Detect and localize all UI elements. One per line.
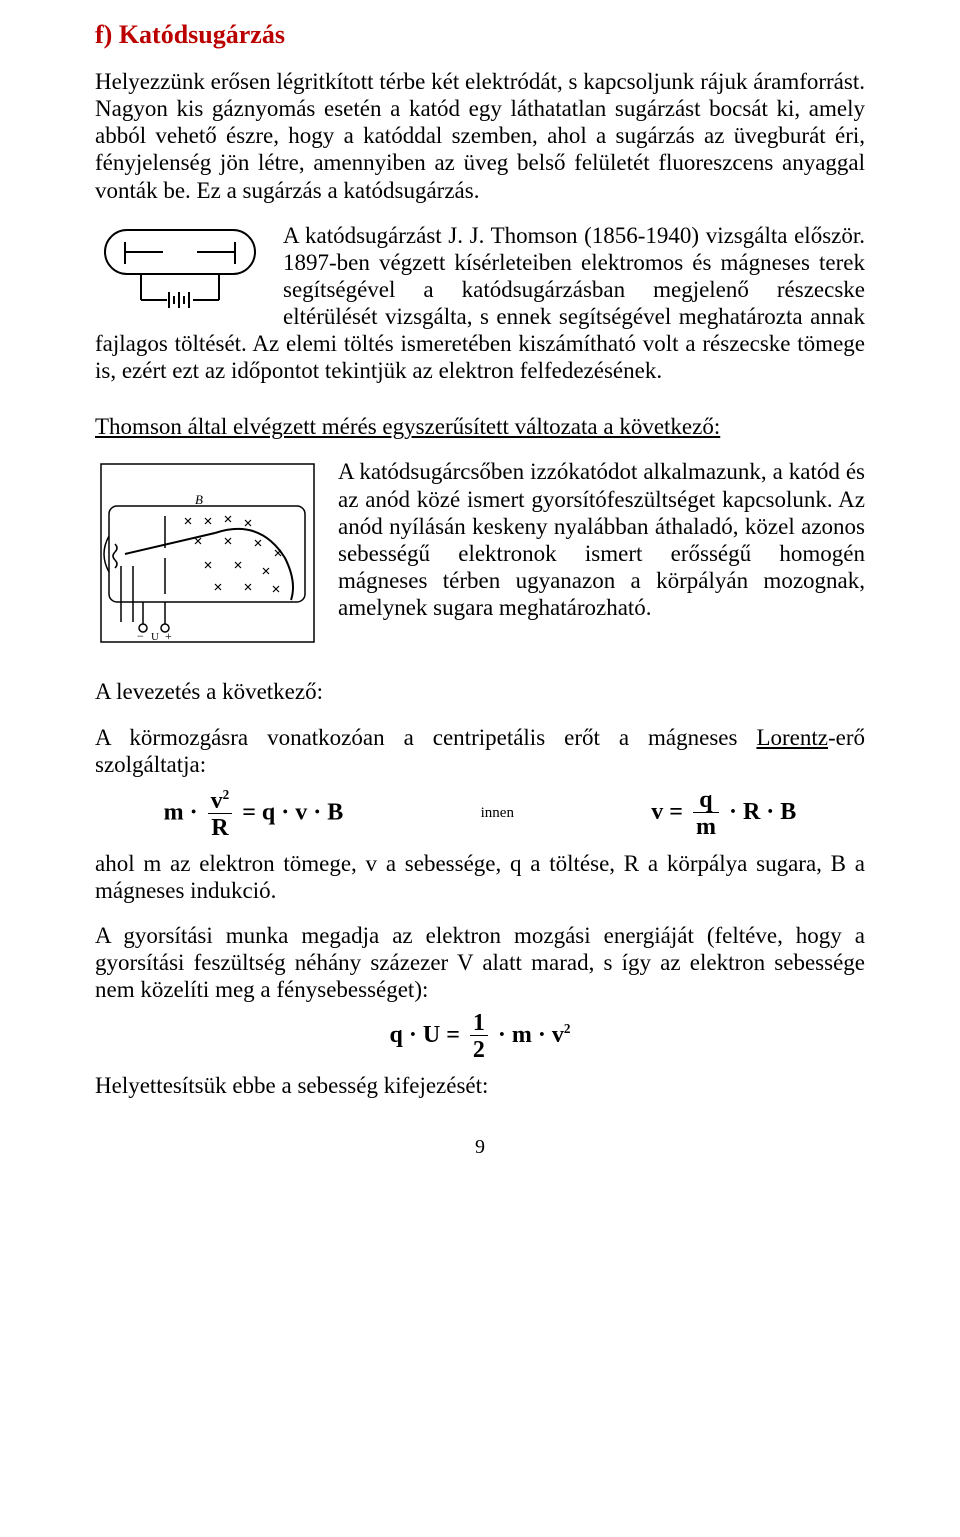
- svg-text:+: +: [165, 629, 172, 643]
- svg-text:B: B: [195, 492, 203, 507]
- figure-thomson-setup: − U + B: [95, 458, 320, 648]
- paragraph-5: A körmozgásra vonatkozóan a centripetáli…: [95, 724, 865, 778]
- f1-frac: v2 R: [208, 788, 233, 840]
- f1-m: m ·: [164, 799, 198, 825]
- formula-1-mid: innen: [481, 805, 514, 822]
- figure-cathode-tube: [95, 222, 265, 317]
- f1-den: R: [208, 813, 231, 840]
- formula-2: q · U = 1 2 · m · v 2: [95, 1011, 865, 1062]
- f2-rhs: · m · v: [498, 1022, 564, 1048]
- paragraph-4: A levezetés a következő:: [95, 678, 865, 705]
- paragraph-3-block: − U + B A katódsugárcsőben izzókatódot a…: [95, 458, 865, 654]
- section-title: f) Katódsugárzás: [95, 20, 865, 50]
- f1r-den: m: [693, 812, 719, 839]
- page-number: 9: [95, 1136, 865, 1159]
- paragraph-6: ahol m az elektron tömege, v a sebessége…: [95, 850, 865, 904]
- f1r-frac: q m: [693, 788, 719, 839]
- svg-text:U: U: [151, 631, 159, 643]
- f2-frac: 1 2: [470, 1011, 488, 1062]
- paragraph-2-block: A katódsugárzást J. J. Thomson (1856-194…: [95, 222, 865, 385]
- formula-1: m · v2 R = q · v · B innen v = q m · R ·…: [95, 788, 865, 840]
- f2-den: 2: [470, 1035, 488, 1062]
- paragraph-7: A gyorsítási munka megadja az elektron m…: [95, 922, 865, 1003]
- f1-num: v: [211, 788, 223, 814]
- lorentz-link[interactable]: Lorentz: [756, 725, 828, 750]
- formula-1-left: m · v2 R = q · v · B: [164, 788, 344, 840]
- f2-lhs: q · U =: [390, 1022, 460, 1048]
- f1-rhs: = q · v · B: [242, 799, 343, 825]
- f2-num: 1: [470, 1011, 488, 1035]
- f1r-lhs: v =: [651, 799, 683, 825]
- thomson-heading: Thomson által elvégzett mérés egyszerűsí…: [95, 414, 865, 440]
- svg-text:−: −: [137, 629, 144, 643]
- f1r-rhs: · R · B: [729, 799, 796, 825]
- paragraph-1: Helyezzünk erősen légritkított térbe két…: [95, 68, 865, 204]
- paragraph-8: Helyettesítsük ebbe a sebesség kifejezés…: [95, 1072, 865, 1099]
- p5-pre: A körmozgásra vonatkozóan a centripetáli…: [95, 725, 756, 750]
- formula-1-right: v = q m · R · B: [651, 788, 796, 839]
- f1r-num: q: [696, 788, 715, 812]
- paragraph-3-text: A katódsugárcsőben izzókatódot alkalmazu…: [338, 459, 865, 620]
